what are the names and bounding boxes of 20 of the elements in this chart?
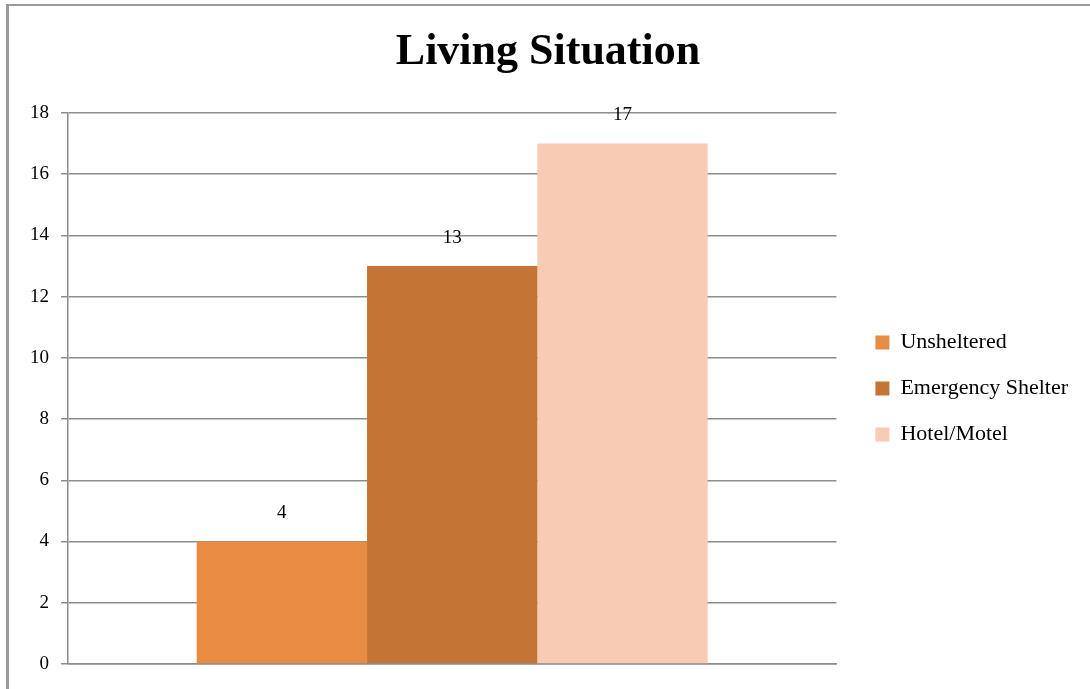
y-tick-label: 14 <box>30 223 50 245</box>
legend-label: Emergency Shelter <box>900 374 1069 400</box>
legend-label: Unsheltered <box>900 328 1007 354</box>
data-label: 17 <box>613 103 633 125</box>
y-tick-label: 2 <box>39 590 49 612</box>
bar <box>196 541 368 664</box>
y-tick-label: 10 <box>30 345 49 367</box>
chart-title: Living Situation <box>395 24 701 74</box>
y-tick-label: 18 <box>30 100 49 122</box>
bar <box>367 265 538 664</box>
y-tick-label: 4 <box>39 529 50 551</box>
y-tick-label: 8 <box>39 407 49 429</box>
y-tick-label: 16 <box>30 162 49 184</box>
y-tick-label: 12 <box>30 284 49 306</box>
bar <box>537 143 708 664</box>
data-label: 4 <box>277 501 288 523</box>
data-label: 13 <box>442 225 462 247</box>
y-tick-label: 6 <box>39 468 49 490</box>
y-tick-label: 0 <box>39 651 49 673</box>
legend-label: Hotel/Motel <box>900 420 1008 446</box>
